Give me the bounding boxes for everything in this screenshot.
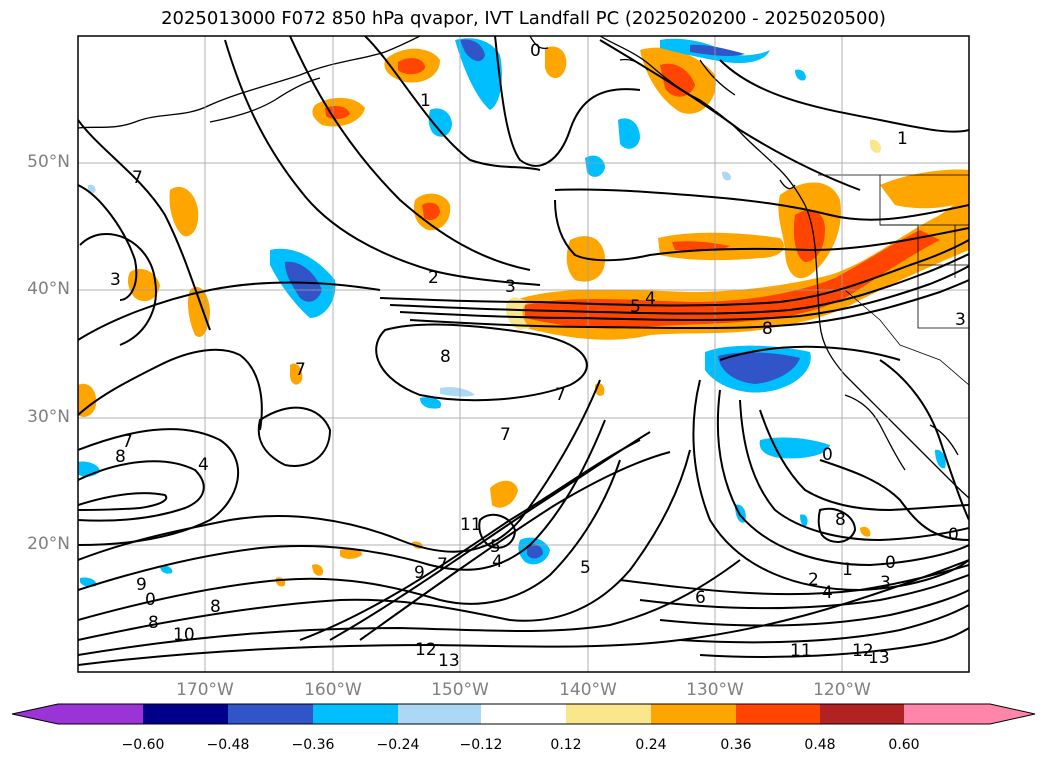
map-title: 2025013000 F072 850 hPa qvapor, IVT Land… (161, 8, 886, 29)
contour-label: 12 (852, 641, 874, 661)
contour-label: 5 (490, 537, 501, 557)
contour-label: 0 (885, 553, 896, 573)
contour-label: 7 (437, 555, 448, 575)
contour-label: 4 (645, 289, 656, 309)
contour-label: 12 (415, 640, 437, 660)
qvapor-contours (78, 36, 969, 666)
contour-label: 2 (808, 570, 819, 590)
contour-label: 6 (695, 588, 706, 608)
contour-label: 9 (136, 575, 147, 595)
contour-label: 1 (897, 129, 908, 149)
contour-label: 4 (822, 583, 833, 603)
contour-label: 8 (148, 613, 159, 633)
lon-label: 150°W (431, 680, 489, 700)
contour-label: 7 (122, 432, 133, 452)
contour-label: 8 (762, 319, 773, 339)
lat-label: 40°N (27, 279, 70, 299)
contour-label: 7 (555, 385, 566, 405)
colorbar-tick-label: −0.60 (121, 737, 165, 753)
lat-label: 20°N (27, 534, 70, 554)
colorbar-tick-label: −0.48 (206, 737, 250, 753)
colorbar-over-arrow (990, 704, 1035, 724)
contour-label: 9 (414, 563, 425, 583)
state-borders (818, 174, 969, 386)
contour-label: 7 (295, 360, 306, 380)
colorbar-under-arrow (12, 704, 58, 724)
contour-label: 1 (842, 560, 853, 580)
contour-label: 8 (440, 347, 451, 367)
colorbar-tick-label: 0.60 (888, 737, 920, 753)
lon-label: 130°W (686, 680, 744, 700)
lon-label: 160°W (304, 680, 362, 700)
contour-label: 10 (173, 625, 195, 645)
contour-label: 2 (428, 268, 439, 288)
colorbar-tick-label: −0.36 (291, 737, 335, 753)
negative-anomaly-shading (78, 38, 946, 587)
contour-label: 3 (505, 277, 516, 297)
colorbar-tick-label: −0.24 (376, 737, 420, 753)
colorbar-tick-label: 0.12 (550, 737, 582, 753)
contour-label: 13 (438, 651, 460, 671)
lon-label: 120°W (813, 680, 871, 700)
contour-label: 5 (580, 558, 591, 578)
contour-label: 11 (790, 641, 812, 661)
lon-label: 170°W (176, 680, 234, 700)
gridlines (78, 36, 969, 672)
map-panel: 1 1 0 7 3 2 3 5 4 8 8 7 7 7 8 4 8 9 0 8 … (78, 36, 969, 672)
contour-label: 0 (822, 445, 833, 465)
colorbar-tick-label: 0.24 (635, 737, 667, 753)
contour-label: 4 (492, 552, 503, 572)
contour-label: 3 (955, 310, 966, 330)
contour-label: 11 (460, 515, 482, 535)
contour-label: 13 (868, 648, 890, 668)
lat-label: 50°N (27, 152, 70, 172)
coastlines (78, 36, 969, 499)
contour-labels: 1 1 0 7 3 2 3 5 4 8 8 7 7 7 8 4 8 9 0 8 … (110, 41, 966, 671)
contour-label: 8 (210, 597, 221, 617)
colorbar-tick-label: 0.36 (720, 737, 752, 753)
contour-label: 3 (880, 573, 891, 593)
contour-label: 5 (630, 297, 641, 317)
lat-label: 30°N (27, 407, 70, 427)
contour-label: 0 (530, 41, 541, 61)
colorbar-tick-label: 0.48 (804, 737, 836, 753)
lon-label: 140°W (559, 680, 617, 700)
contour-label: 8 (115, 447, 126, 467)
contour-label: 1 (420, 91, 431, 111)
contour-label: 7 (500, 425, 511, 445)
contour-label: 7 (132, 168, 143, 188)
contour-label: 0 (145, 590, 156, 610)
contour-label: 8 (835, 510, 846, 530)
colorbar-tick-label: −0.12 (459, 737, 503, 753)
contour-label: 4 (198, 455, 209, 475)
colorbar (11, 703, 1036, 725)
map-frame (77, 35, 970, 673)
contour-label: 3 (110, 270, 121, 290)
contour-label: 0 (948, 525, 959, 545)
